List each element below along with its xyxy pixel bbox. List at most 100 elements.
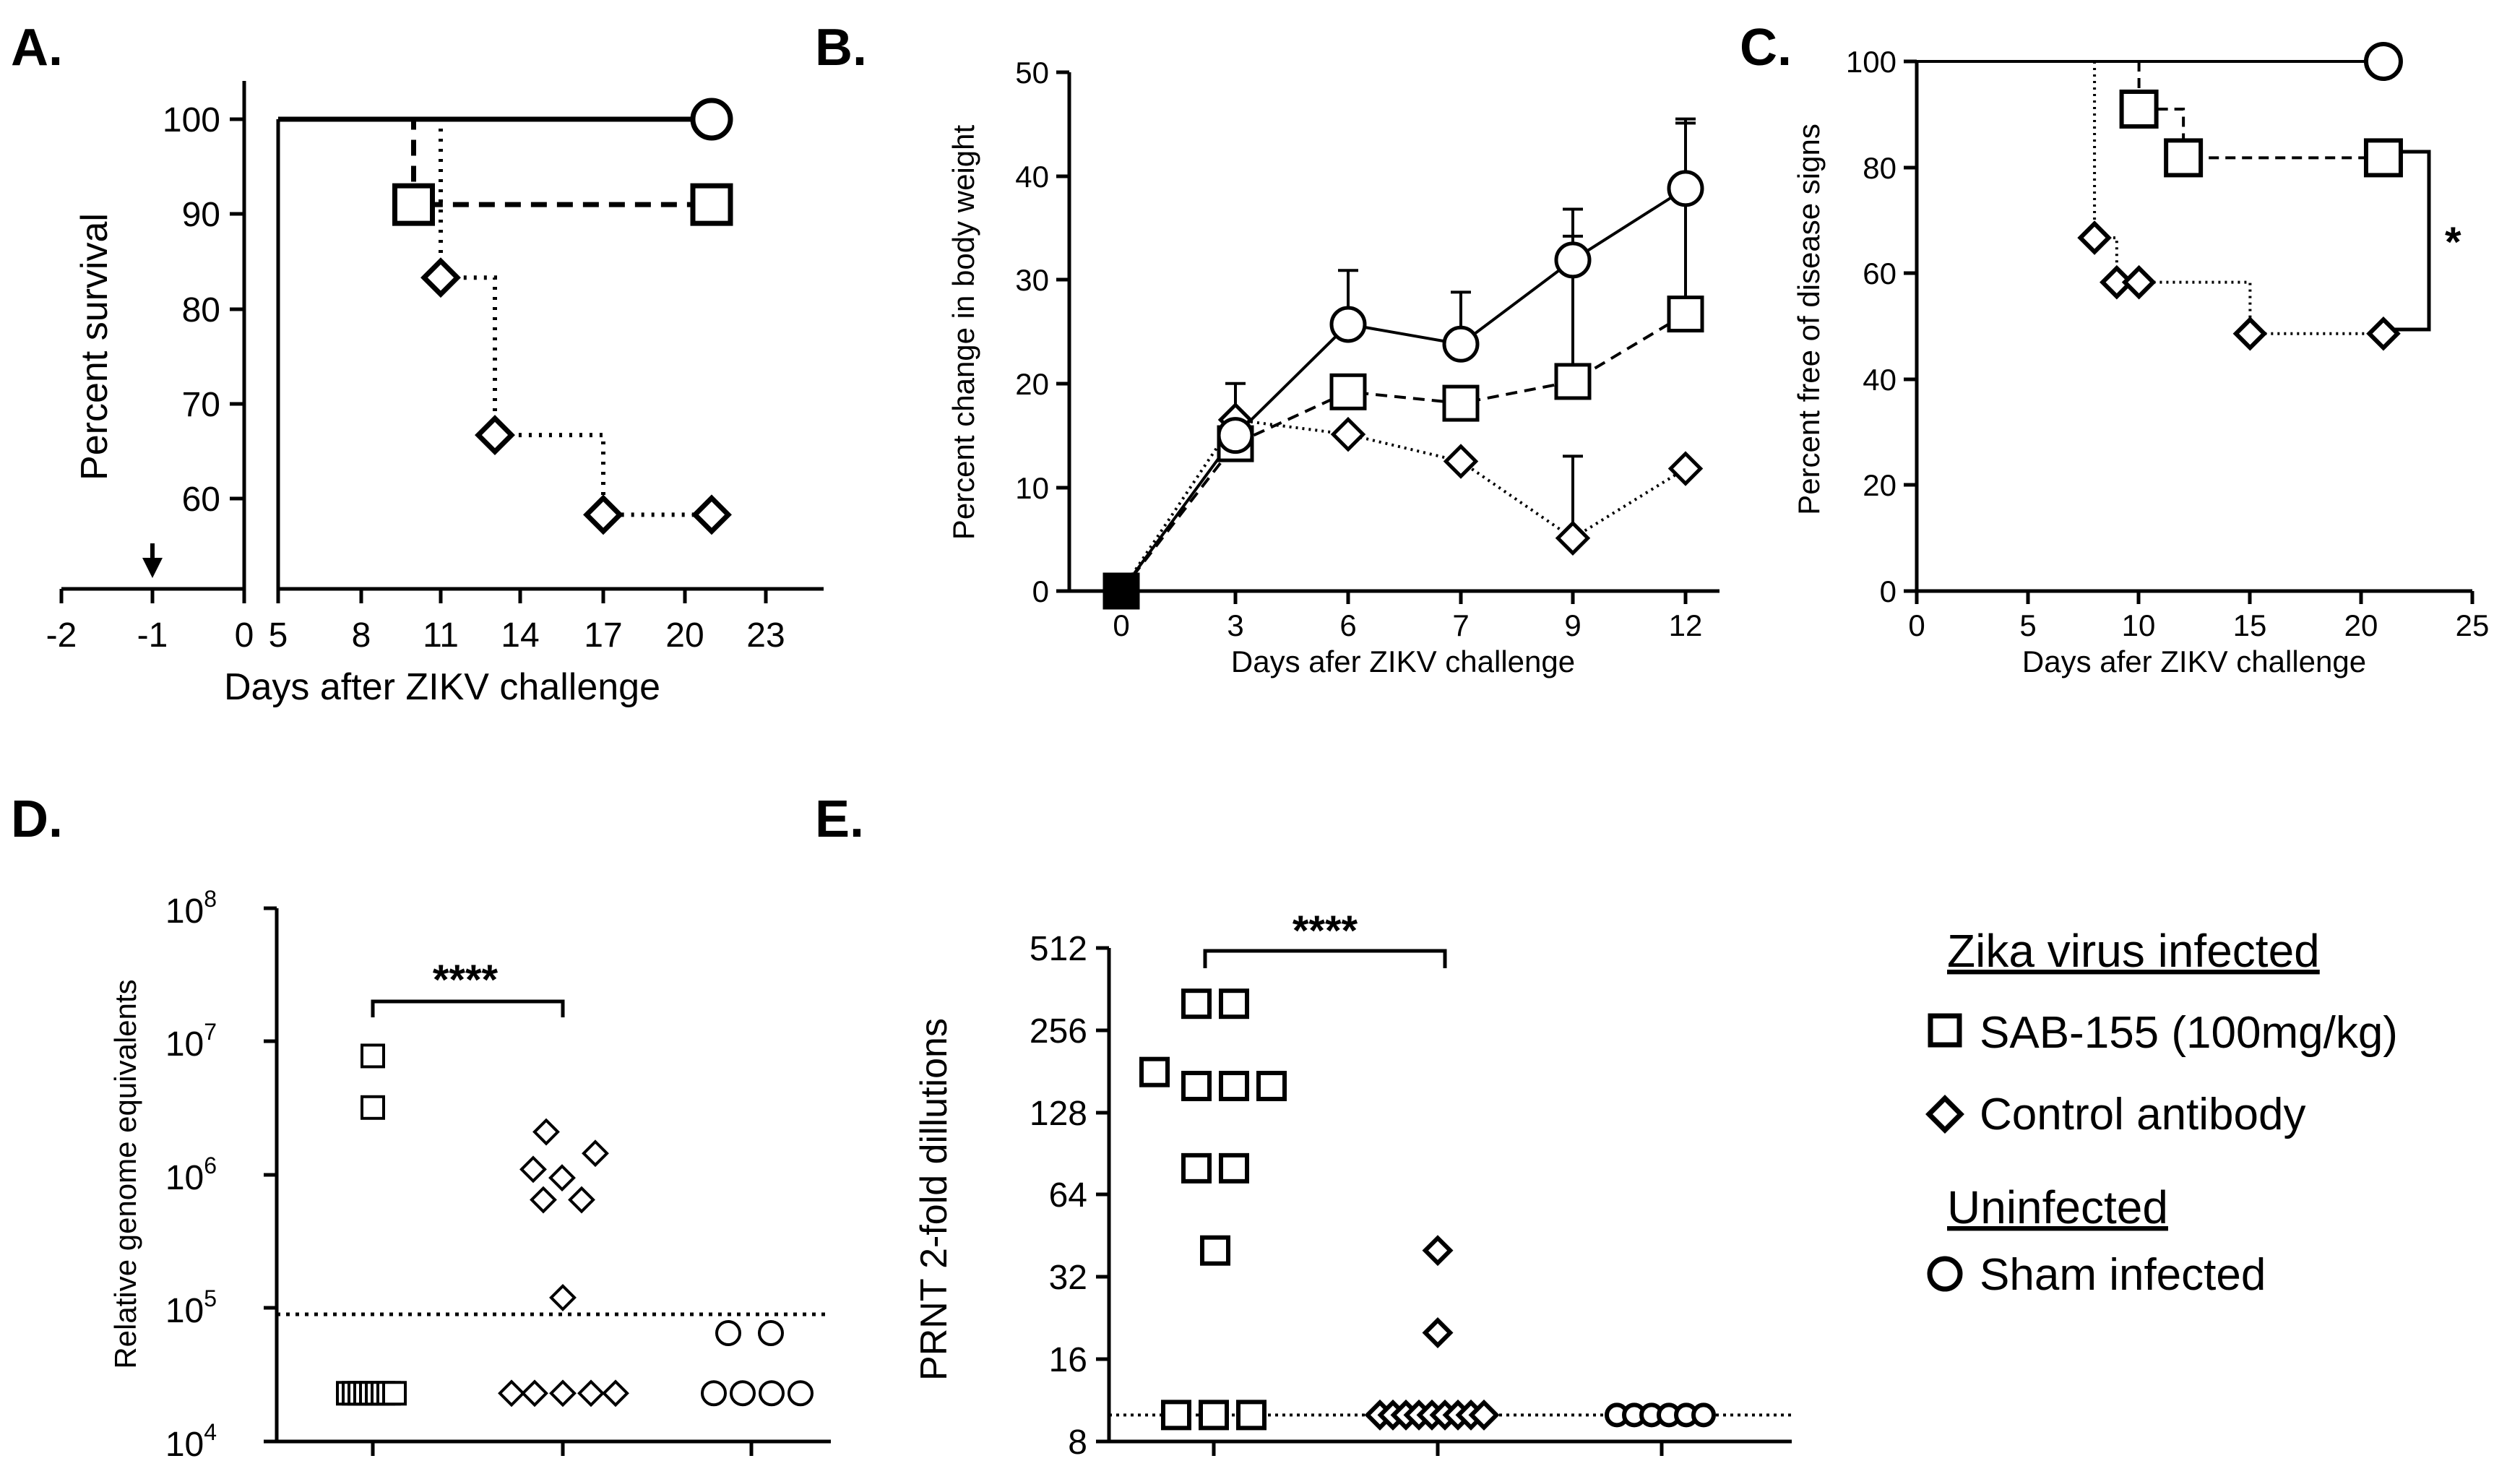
- panel-d-point: [361, 1095, 385, 1120]
- panel-d: D. 104 105 106 107 108 Relative genome e…: [11, 790, 831, 1464]
- panel-c-xtick-label: 10: [2122, 608, 2156, 642]
- panel-b-point: [1555, 520, 1591, 556]
- panel-e-point: [1256, 1071, 1287, 1102]
- panel-c-xtick-label: 20: [2344, 608, 2378, 642]
- panel-c-xtick-label: 5: [2019, 608, 2036, 642]
- panel-c-letter: C.: [1740, 19, 1792, 77]
- panel-b-ytick-label: 20: [1015, 367, 1049, 401]
- panel-d-point: [549, 1283, 577, 1311]
- panel-a-ytick-label: 70: [182, 386, 220, 424]
- panel-a-point: [583, 494, 623, 535]
- panel-b-point: [1667, 296, 1704, 333]
- panel-a-series-line: [278, 116, 712, 207]
- panel-c-point: [2121, 264, 2157, 300]
- panel-d-point: [361, 1043, 385, 1069]
- panel-d-ytick-label: 104: [165, 1419, 217, 1464]
- panel-e-ylabel: PRNT 2-fold dillutions: [913, 1018, 955, 1381]
- panel-c: C. 0 20 40 60 80 100 0 5 10 15: [1740, 19, 2489, 678]
- panel-d-plot: [277, 1043, 831, 1408]
- panel-c-xtick-label: 15: [2233, 608, 2267, 642]
- panel-b-point: [1330, 416, 1366, 452]
- panel-e-point: [1181, 1071, 1212, 1102]
- panel-b-xtick-label: 12: [1669, 608, 1703, 642]
- panel-e-point: [1181, 988, 1212, 1020]
- panel-b-series-line: [1120, 312, 1687, 592]
- panel-e-point: [1161, 1400, 1191, 1431]
- panel-a-treatment-arrow: [142, 543, 163, 578]
- panel-d-point: [549, 1379, 577, 1408]
- panel-b-xtick-label: 0: [1113, 608, 1129, 642]
- panel-c-ytick-label: 60: [1863, 257, 1897, 290]
- panel-d-point: [582, 1139, 609, 1168]
- panel-e-ytick-label: 16: [1049, 1341, 1087, 1379]
- panel-e-point: [1468, 1399, 1500, 1431]
- panel-b-yticks: 0 10 20 30 40 50: [1015, 56, 1069, 608]
- panel-e-ytick-label: 256: [1030, 1012, 1087, 1051]
- panel-e-point: [1691, 1402, 1716, 1428]
- panel-a-xtick-label: 0: [235, 616, 254, 655]
- panel-d-ylabel: Relative genome equivalents: [108, 979, 142, 1369]
- panel-d-ytick-label: 108: [165, 886, 217, 931]
- panel-e-point: [1219, 1152, 1249, 1184]
- panel-d-letter: D.: [11, 790, 63, 848]
- panel-d-point: [758, 1320, 784, 1347]
- panel-a-ylabel: Percent survival: [74, 213, 116, 480]
- panel-d-point: [521, 1379, 548, 1408]
- panel-b-xlabel: Days afer ZIKV challenge: [1231, 645, 1575, 678]
- panel-d-ytick-label: 106: [165, 1152, 217, 1197]
- panel-d-point: [530, 1186, 557, 1214]
- panel-a-xtick-label: -2: [46, 616, 77, 655]
- panel-a-point: [691, 494, 732, 535]
- panel-b-letter: B.: [815, 19, 867, 77]
- panel-a-plot: [278, 98, 733, 535]
- panel-e-ytick-label: 32: [1049, 1259, 1087, 1297]
- panel-a-point: [392, 183, 435, 226]
- panel-e-ytick-label: 512: [1030, 930, 1087, 968]
- panel-c-series-line: [2137, 61, 2383, 160]
- panel-a-xlabel: Days after ZIKV challenge: [224, 666, 660, 708]
- panel-e-point: [1139, 1056, 1170, 1087]
- panel-a-point: [420, 257, 461, 298]
- legend-control-label: Control antibody: [1980, 1090, 2306, 1139]
- panel-e-point: [1181, 1152, 1212, 1184]
- panel-b-origin-point: [1105, 575, 1137, 607]
- panel-e: E. 512 256 128 64 32 16 8 PRNT 2-fold di…: [815, 790, 1792, 1462]
- panel-d-xticks: [371, 1441, 754, 1456]
- panel-d-point: [701, 1380, 727, 1407]
- panel-b-xtick-label: 9: [1564, 608, 1581, 642]
- panel-b-ytick-label: 0: [1032, 574, 1049, 608]
- panel-a-xtick-label: 20: [665, 616, 704, 655]
- panel-e-point: [1200, 1235, 1230, 1266]
- panel-d-point: [730, 1380, 756, 1407]
- panel-e-point: [1219, 1071, 1249, 1102]
- panel-c-ytick-label: 20: [1863, 468, 1897, 502]
- panel-c-point: [2077, 220, 2112, 255]
- panel-a-point: [475, 415, 515, 456]
- panel-e-plot: [1109, 988, 1792, 1431]
- legend-uninfected-header: Uninfected: [1947, 1181, 2168, 1233]
- panel-b-point: [1554, 363, 1592, 400]
- panel-d-point: [759, 1380, 785, 1407]
- panel-c-significance: *: [2445, 219, 2461, 266]
- panel-a-xtick-label: 17: [584, 616, 622, 655]
- legend: Zika virus infected SAB-155 (100mg/kg) C…: [1925, 925, 2398, 1300]
- panel-b-point: [1442, 325, 1480, 363]
- panel-c-ytick-label: 80: [1863, 151, 1897, 185]
- panel-b-xticks: 0 3 6 7 9 12: [1113, 591, 1702, 642]
- panel-d-point: [715, 1320, 741, 1347]
- panel-e-ytick-label: 128: [1030, 1095, 1087, 1133]
- panel-a-xticks-left: -2 -1 0: [46, 589, 254, 655]
- panel-b-point: [1329, 306, 1367, 343]
- panel-e-point: [1422, 1317, 1454, 1349]
- panel-d-point: [532, 1118, 560, 1146]
- panel-b-ylabel: Percent change in body weight: [946, 124, 980, 540]
- panel-c-xtick-label: 25: [2456, 608, 2490, 642]
- panel-d-ytick-labels: 104 105 106 107 108: [165, 886, 217, 1464]
- panel-d-point: [788, 1380, 814, 1407]
- panel-c-xlabel: Days afer ZIKV challenge: [2022, 645, 2366, 678]
- panel-e-yticks: 512 256 128 64 32 16 8: [1030, 930, 1109, 1462]
- panel-c-ytick-label: 100: [1846, 45, 1897, 79]
- panel-c-point: [2366, 316, 2401, 351]
- panel-e-point: [1422, 1235, 1454, 1267]
- legend-sham-label: Sham infected: [1980, 1250, 2266, 1300]
